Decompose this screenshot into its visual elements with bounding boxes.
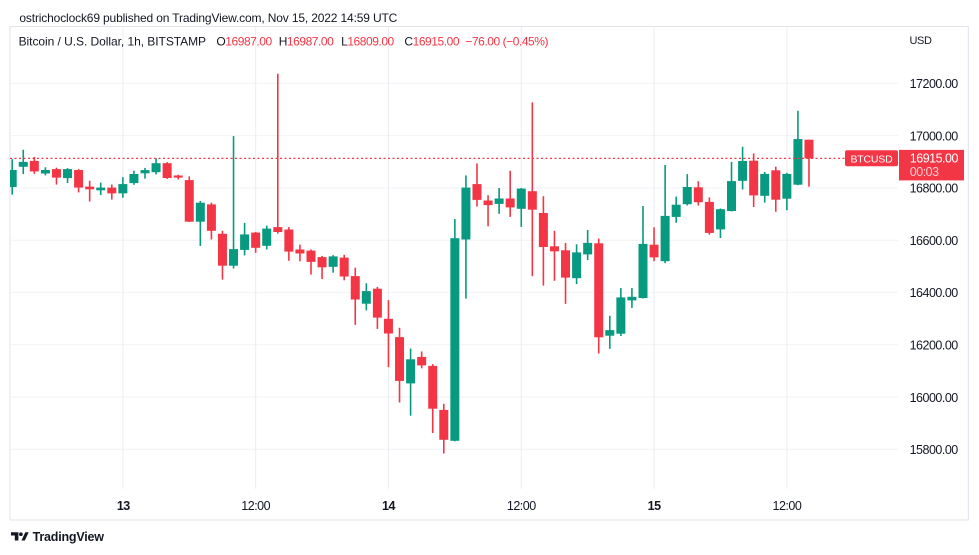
svg-text:15: 15	[648, 499, 661, 513]
svg-text:13: 13	[117, 499, 130, 513]
svg-text:14: 14	[382, 499, 395, 513]
svg-text:12:00: 12:00	[773, 499, 802, 513]
svg-text:H16987.00: H16987.00	[279, 35, 334, 49]
svg-text:16400.00: 16400.00	[910, 286, 959, 300]
svg-text:16915.00: 16915.00	[910, 152, 959, 166]
svg-text:17200.00: 17200.00	[910, 77, 959, 91]
svg-text:BTCUSD: BTCUSD	[851, 153, 894, 165]
svg-text:12:00: 12:00	[241, 499, 270, 513]
svg-text:12:00: 12:00	[507, 499, 536, 513]
svg-text:ostrichoclock69 published on T: ostrichoclock69 published on TradingView…	[19, 11, 397, 25]
svg-text:TradingView: TradingView	[33, 530, 105, 544]
svg-text:15800.00: 15800.00	[910, 443, 959, 457]
svg-text:00:03: 00:03	[910, 165, 939, 179]
svg-text:L16809.00: L16809.00	[341, 35, 394, 49]
svg-text:17000.00: 17000.00	[910, 129, 959, 143]
svg-text:16000.00: 16000.00	[910, 391, 959, 405]
svg-text:O16987.00: O16987.00	[216, 35, 272, 49]
svg-text:16200.00: 16200.00	[910, 339, 959, 353]
svg-text:C16915.00: C16915.00	[404, 35, 459, 49]
svg-text:USD: USD	[910, 35, 932, 47]
svg-text:16600.00: 16600.00	[910, 234, 959, 248]
svg-text:Bitcoin / U.S. Dollar, 1h, BIT: Bitcoin / U.S. Dollar, 1h, BITSTAMP	[19, 35, 206, 49]
svg-text:−76.00 (−0.45%): −76.00 (−0.45%)	[465, 35, 548, 49]
svg-text:16800.00: 16800.00	[910, 182, 959, 196]
